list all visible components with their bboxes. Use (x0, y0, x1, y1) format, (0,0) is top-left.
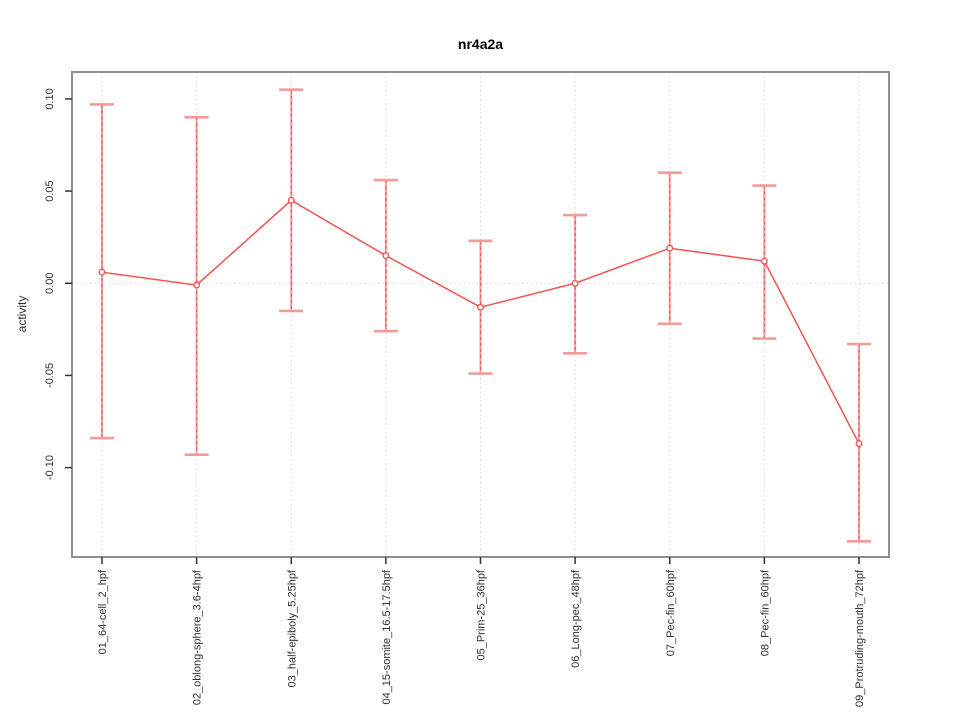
y-tick-label: -0.10 (44, 455, 56, 480)
x-tick-label: 09_Protruding-mouth_72hpf (854, 569, 866, 707)
data-point-marker (477, 303, 484, 311)
y-tick-label: -0.05 (44, 363, 56, 388)
y-tick-label: 0.00 (44, 273, 56, 294)
y-tick-label: 0.05 (44, 180, 56, 201)
data-point-marker (287, 196, 295, 204)
data-point-marker (193, 281, 201, 289)
x-tick-label: 02_oblong-sphere_3.6-4hpf (192, 569, 204, 705)
data-point-marker (571, 279, 579, 287)
y-axis-label: activity (15, 295, 29, 333)
x-tick-label: 01_64-cell_2_hpf (97, 569, 109, 654)
data-point-marker (382, 252, 390, 260)
data-point-marker (855, 440, 863, 448)
x-tick-label: 07_Pec-fin_60hpf (665, 569, 677, 656)
y-tick-label: 0.10 (44, 88, 56, 109)
data-point-marker (760, 257, 768, 265)
x-tick-label: 08_Pec-fin_60hpf (759, 569, 771, 656)
data-point-marker (98, 268, 106, 276)
chart-title: nr4a2a (457, 36, 504, 52)
data-point-marker (666, 244, 674, 252)
x-tick-label: 03_half-epiboly_5.25hpf (286, 569, 298, 687)
x-tick-label: 06_Long-pec_48hpf (570, 569, 582, 668)
x-tick-label: 04_15-somite_16.5-17.5hpf (381, 569, 393, 704)
x-tick-label: 05_Prim-25_36hpf (476, 569, 488, 660)
